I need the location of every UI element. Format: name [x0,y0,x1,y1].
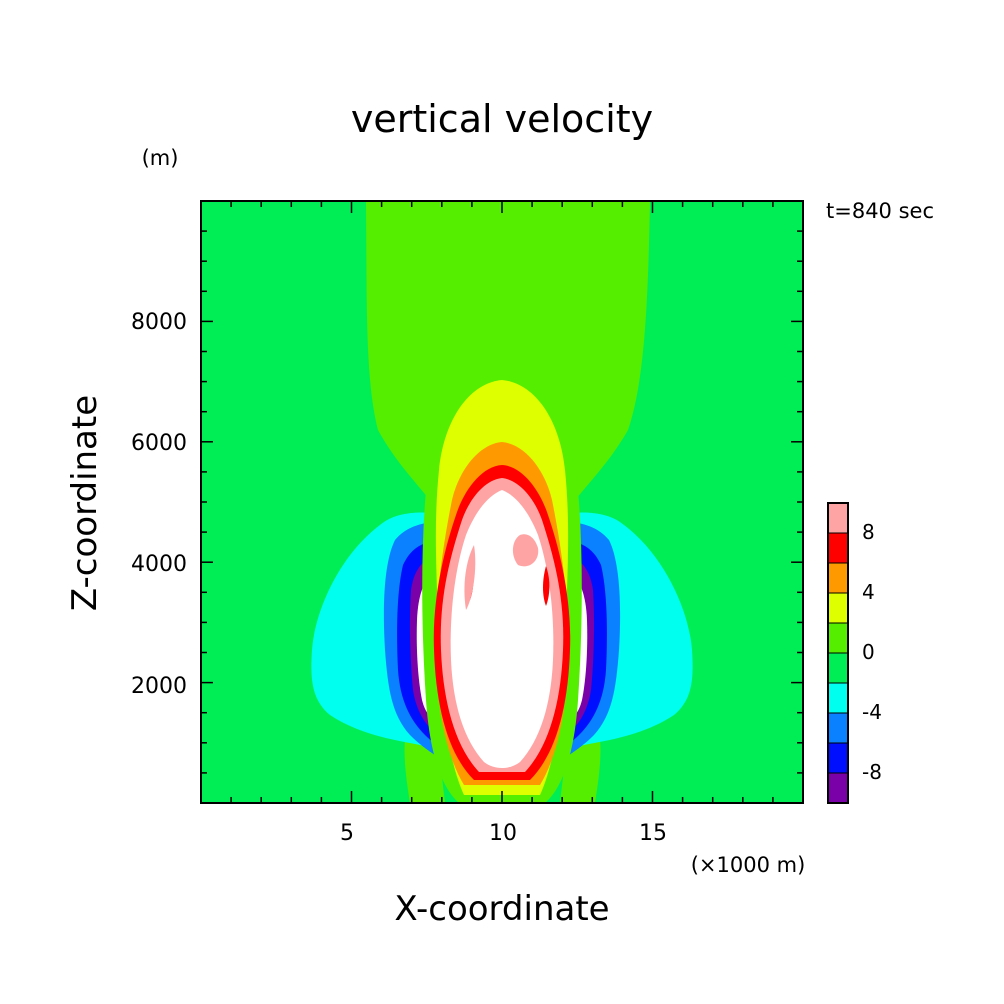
contour-lower-left [404,730,445,803]
colorbar-frame [827,502,849,804]
colorbar-swatch [827,622,849,654]
colorbar-tick-label: -8 [862,760,882,784]
colorbar-swatch [827,592,849,624]
contour-core-streak-right [543,566,550,606]
colorbar-swatch [827,772,849,804]
y-tick-label: 2000 [131,674,187,699]
contour-field [201,201,803,803]
colorbar-swatch [827,562,849,594]
chart-title: vertical velocity [351,97,653,141]
colorbar-labels: 8 4 0 -4 -8 [862,520,882,784]
colorbar-swatch [827,742,849,774]
x-tick-label: 10 [489,821,517,846]
y-axis-label: Z-coordinate [65,395,105,611]
x-unit-label: (×1000 m) [691,853,806,877]
colorbar-swatch [827,712,849,744]
x-tick-label: 5 [340,821,354,846]
y-tick-labels: 2000 4000 6000 8000 [131,310,187,699]
colorbar-tick-label: 8 [862,520,875,544]
y-tick-label: 4000 [131,552,187,577]
x-axis-label: X-coordinate [394,889,609,929]
x-tick-label: 15 [639,821,667,846]
colorbar-swatch [827,502,849,534]
contour-lower-right [560,730,601,803]
colorbar-swatch [827,532,849,564]
colorbar-swatch [827,652,849,684]
y-tick-label: 6000 [131,431,187,456]
colorbar-tick-label: 4 [862,580,875,604]
y-tick-label: 8000 [131,310,187,335]
x-tick-labels: 5 10 15 [340,821,667,846]
y-unit-label: (m) [142,146,179,170]
contour-core-pink-blob [512,534,539,567]
colorbar-tick-label: 0 [862,640,875,664]
axis-ticks [201,201,803,803]
colorbar [827,502,849,804]
time-label: t=840 sec [826,199,934,223]
colorbar-swatch [827,682,849,714]
contour-core-pink-blob-2 [464,545,476,610]
colorbar-tick-label: -4 [862,700,882,724]
